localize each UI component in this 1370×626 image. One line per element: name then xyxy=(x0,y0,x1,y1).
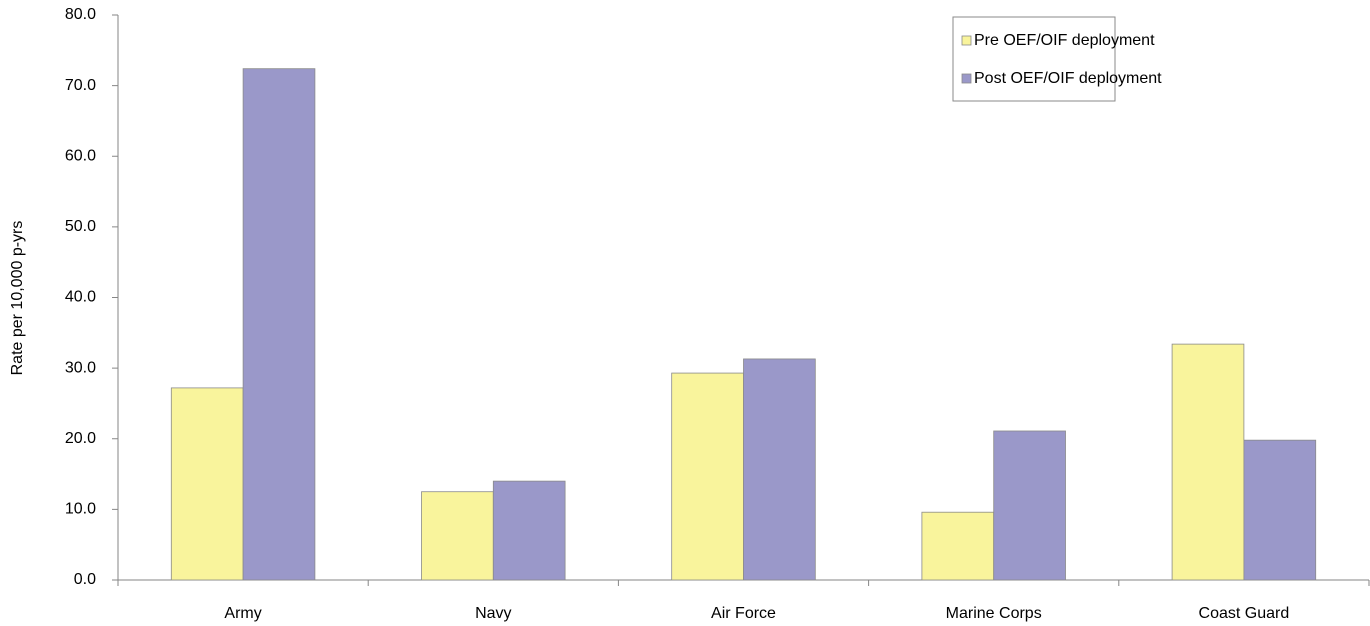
x-tick-label: Coast Guard xyxy=(1199,605,1290,622)
bar xyxy=(671,372,744,581)
legend-box xyxy=(952,16,1116,102)
y-tick-label: 80.0 xyxy=(65,6,96,23)
legend-label: Pre OEF/OIF deployment xyxy=(974,32,1155,49)
x-tick-label: Air Force xyxy=(711,605,776,622)
legend-swatch xyxy=(961,73,972,84)
y-axis-label: Rate per 10,000 p-yrs xyxy=(9,221,26,376)
bar xyxy=(1171,343,1245,581)
bar xyxy=(421,491,494,581)
x-tick-label: Army xyxy=(224,605,261,622)
bar xyxy=(743,358,816,581)
y-tick-label: 10.0 xyxy=(65,501,96,518)
y-tick-label: 30.0 xyxy=(65,359,96,376)
y-tick-label: 50.0 xyxy=(65,218,96,235)
y-tick-label: 60.0 xyxy=(65,147,96,164)
bar xyxy=(993,430,1066,581)
y-tick-label: 0.0 xyxy=(74,571,96,588)
bar xyxy=(492,480,566,581)
bar xyxy=(170,387,244,581)
x-tick-label: Navy xyxy=(475,605,511,622)
y-tick-label: 40.0 xyxy=(65,289,96,306)
y-tick-label: 20.0 xyxy=(65,430,96,447)
bar xyxy=(921,511,995,581)
bar xyxy=(1243,439,1317,581)
legend-swatch xyxy=(961,35,972,46)
y-tick-label: 70.0 xyxy=(65,77,96,94)
legend-label: Post OEF/OIF deployment xyxy=(974,70,1162,87)
bar xyxy=(242,68,316,581)
x-tick-label: Marine Corps xyxy=(946,605,1042,622)
